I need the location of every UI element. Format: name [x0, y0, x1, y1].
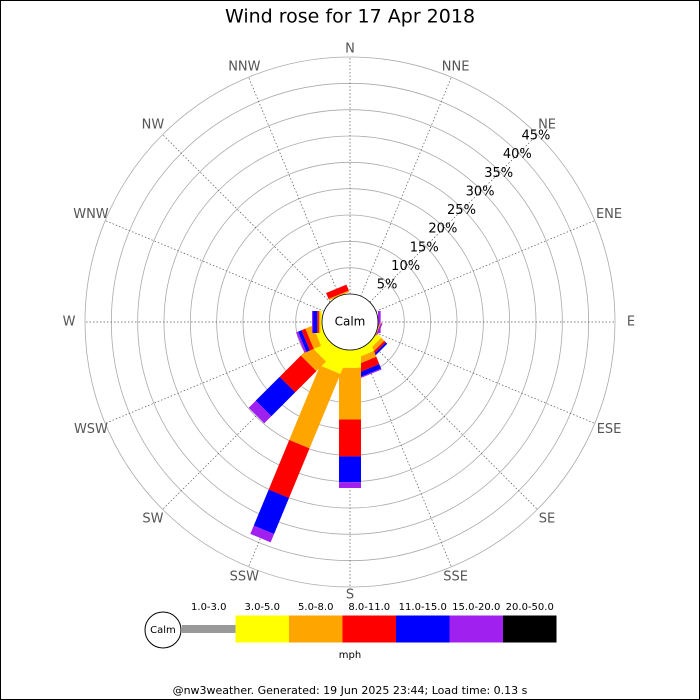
spoke: [248, 77, 340, 297]
bar-segment: [320, 311, 323, 333]
legend-label: 15.0-20.0: [452, 602, 500, 613]
legend-swatch: [182, 625, 236, 633]
direction-label: ESE: [597, 422, 622, 437]
legend-label: 3.0-5.0: [245, 602, 280, 613]
spoke: [369, 341, 538, 510]
bar-segment: [268, 440, 310, 499]
bar-segment: [289, 365, 341, 449]
spoke: [105, 332, 325, 424]
direction-label: SW: [142, 512, 163, 527]
bar-segment: [298, 330, 310, 352]
direction-label: NE: [538, 117, 556, 132]
direction-label: NNE: [442, 59, 470, 74]
legend-label: 1.0-3.0: [191, 602, 226, 613]
bar-segment: [300, 345, 327, 372]
legend-swatch: [342, 615, 396, 643]
direction-label: NNW: [228, 59, 260, 74]
bar-segment: [301, 328, 314, 351]
bar-segment: [248, 400, 272, 424]
ring-label: 35%: [484, 166, 513, 181]
bar-segment: [311, 311, 314, 333]
bar-segment: [255, 376, 296, 417]
spoke: [162, 134, 331, 303]
legend-swatch: [235, 615, 289, 643]
legend-label: 11.0-15.0: [399, 602, 447, 613]
spoke: [105, 220, 325, 312]
spoke: [375, 220, 595, 312]
legend-calm: [144, 611, 182, 649]
direction-label: E: [627, 315, 635, 330]
footer: @nw3weather. Generated: 19 Jun 2025 23:4…: [173, 684, 528, 697]
ring-label: 40%: [503, 147, 532, 162]
chart-title: Wind rose for 17 Apr 2018: [225, 6, 475, 28]
legend-calm-label: Calm: [150, 625, 176, 636]
bar-segment: [313, 311, 318, 333]
ring-label: 10%: [391, 259, 420, 274]
legend-swatch: [449, 615, 503, 643]
legend-label: 20.0-50.0: [506, 602, 554, 613]
spoke: [369, 134, 538, 303]
direction-label: WSW: [74, 422, 108, 437]
bar-segment: [359, 364, 382, 377]
ring-label: 30%: [466, 184, 495, 199]
bar-segment: [279, 355, 317, 393]
spoke: [360, 77, 452, 297]
bar-segment: [253, 489, 289, 535]
bar-segment: [296, 331, 307, 353]
bar-segment: [250, 525, 275, 543]
grid-ring: [84, 56, 616, 588]
bar-segment: [318, 311, 321, 333]
bar-segment: [360, 368, 382, 378]
bar-segment: [317, 311, 319, 333]
legend-label: 5.0-8.0: [298, 602, 333, 613]
bar-segment: [339, 456, 361, 483]
ring-label: 45%: [522, 129, 551, 144]
direction-label: WNW: [73, 207, 109, 222]
legend-swatch: [396, 615, 450, 643]
legend-unit: mph: [339, 650, 361, 661]
legend-swatch: [503, 615, 557, 643]
bar-segment: [328, 290, 350, 301]
ring-label: 25%: [447, 203, 476, 218]
bar-segment: [326, 284, 349, 299]
ring-label: 20%: [428, 222, 457, 237]
direction-label: NW: [142, 117, 165, 132]
legend-label: 8.0-11.0: [348, 602, 390, 613]
bar-segment: [339, 367, 361, 420]
calm-label: Calm: [335, 315, 366, 329]
bar-segment: [339, 482, 361, 488]
ring-label: 5%: [377, 277, 398, 292]
grid-ring: [137, 109, 563, 535]
direction-label: W: [63, 315, 76, 330]
direction-label: SSW: [230, 570, 260, 585]
bar-segment: [305, 325, 322, 349]
direction-label: N: [345, 42, 355, 57]
bar-segment: [355, 356, 380, 373]
ring-label: 15%: [410, 240, 439, 255]
spoke: [360, 347, 452, 567]
direction-label: SE: [539, 512, 555, 527]
direction-label: SSE: [443, 570, 468, 585]
spoke: [375, 332, 595, 424]
direction-label: ENE: [596, 207, 622, 222]
direction-label: S: [346, 588, 354, 603]
bar-segment: [339, 419, 361, 457]
legend-swatch: [289, 615, 343, 643]
calm-circle: [321, 293, 379, 351]
